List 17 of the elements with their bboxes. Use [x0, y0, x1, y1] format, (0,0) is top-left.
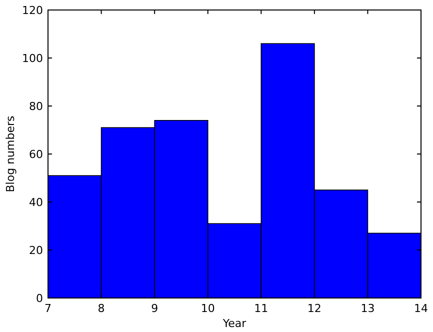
x-tick-label: 14: [414, 302, 428, 315]
y-axis-title: Blog numbers: [4, 116, 17, 192]
x-tick-label: 10: [200, 302, 215, 315]
x-tick-label: 8: [98, 302, 105, 315]
y-tick-label: 0: [36, 292, 43, 305]
x-axis-title: Year: [222, 317, 247, 330]
x-tick-label: 11: [254, 302, 268, 315]
y-tick-label: 40: [29, 196, 43, 209]
x-tick-label: 12: [307, 302, 322, 315]
x-tick-label: 9: [151, 302, 158, 315]
y-tick-label: 120: [22, 4, 43, 17]
y-tick-label: 80: [29, 100, 43, 113]
y-tick-label: 20: [29, 244, 43, 257]
x-tick-label: 7: [44, 302, 52, 315]
x-tick-label: 13: [360, 302, 375, 315]
y-tick-label: 60: [29, 148, 43, 161]
y-tick-label: 100: [22, 52, 43, 65]
